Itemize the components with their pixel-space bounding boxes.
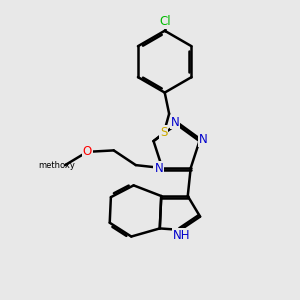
Text: methoxy: methoxy [38, 160, 75, 169]
Text: N: N [199, 133, 207, 146]
Text: N: N [154, 162, 163, 175]
Text: NH: NH [173, 229, 190, 242]
Text: S: S [160, 126, 167, 140]
Text: N: N [171, 116, 179, 128]
Text: O: O [82, 146, 92, 158]
Text: Cl: Cl [159, 15, 170, 28]
